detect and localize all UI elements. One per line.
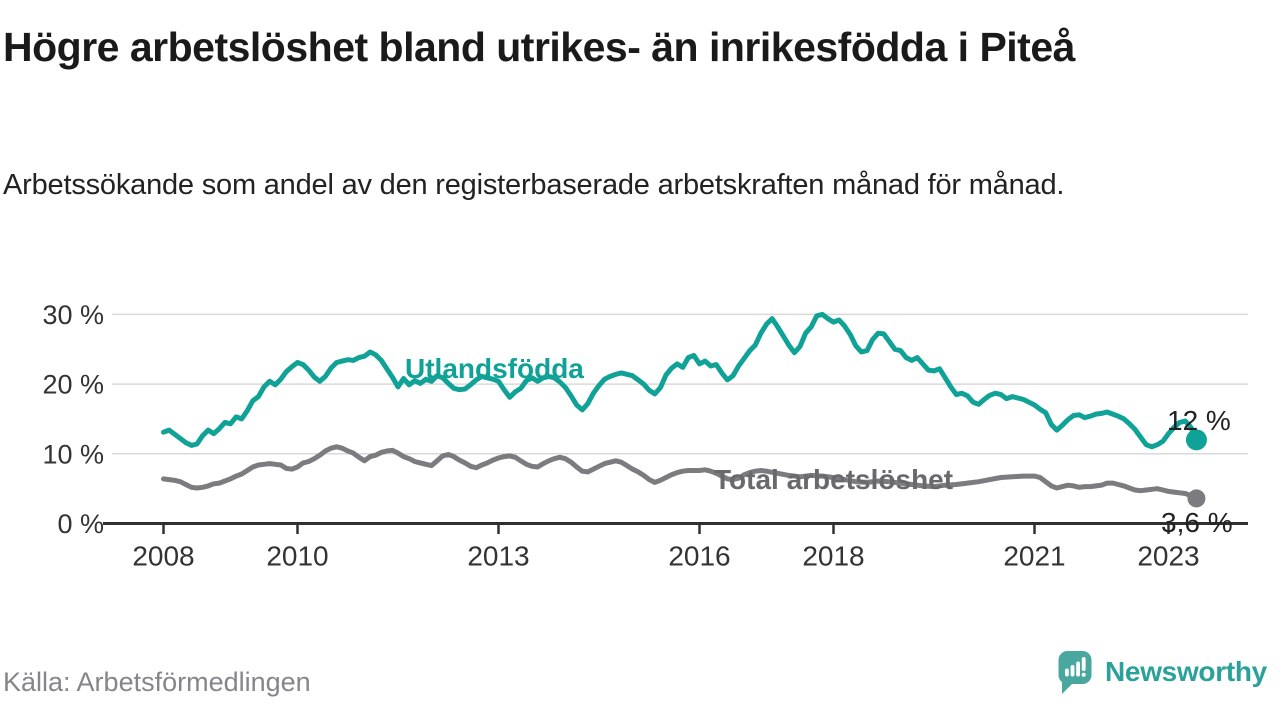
chart-subtitle: Arbetssökande som andel av den registerb… [3, 169, 1065, 201]
series-label-utlandsfodda: Utlandsfödda [405, 353, 584, 384]
chart-title: Högre arbetslöshet bland utrikes- än inr… [3, 24, 1075, 70]
y-axis-label: 0 % [57, 509, 104, 539]
series-end-label-utlandsfodda: 12 % [1167, 405, 1231, 436]
series-line-total-arbetsloshet [161, 444, 1199, 501]
y-axis-label: 20 % [42, 370, 104, 400]
newsworthy-logo-text: Newsworthy [1105, 656, 1267, 687]
series-line-utlandsfodda [161, 311, 1199, 450]
x-axis-label: 2021 [1003, 541, 1065, 572]
series-end-label-total-arbetsloshet: 3,6 % [1161, 507, 1233, 538]
speech-bubble-bar-chart-icon [1058, 651, 1092, 694]
x-axis-label: 2010 [266, 541, 328, 572]
newsworthy-logo: Newsworthy [1058, 650, 1267, 697]
x-axis-label: 2023 [1137, 541, 1199, 572]
x-axis-label: 2016 [668, 541, 730, 572]
x-axis-label: 2018 [802, 541, 864, 572]
x-axis-label: 2008 [132, 541, 194, 572]
y-axis-label: 10 % [42, 439, 104, 469]
unemployment-line-chart: 0 % 10 % 20 % 30 % 2008 2010 2013 2016 2018 2021 2… [42, 300, 1248, 572]
x-axis-label: 2013 [467, 541, 529, 572]
source-text: Källa: Arbetsförmedlingen [3, 667, 311, 697]
y-axis-label: 30 % [42, 300, 104, 330]
series-end-dot-utlandsfodda [1185, 429, 1207, 451]
series-label-total-arbetsloshet: Total arbetslöshet [714, 464, 953, 495]
series-end-dot-total-arbetsloshet [1187, 489, 1206, 508]
